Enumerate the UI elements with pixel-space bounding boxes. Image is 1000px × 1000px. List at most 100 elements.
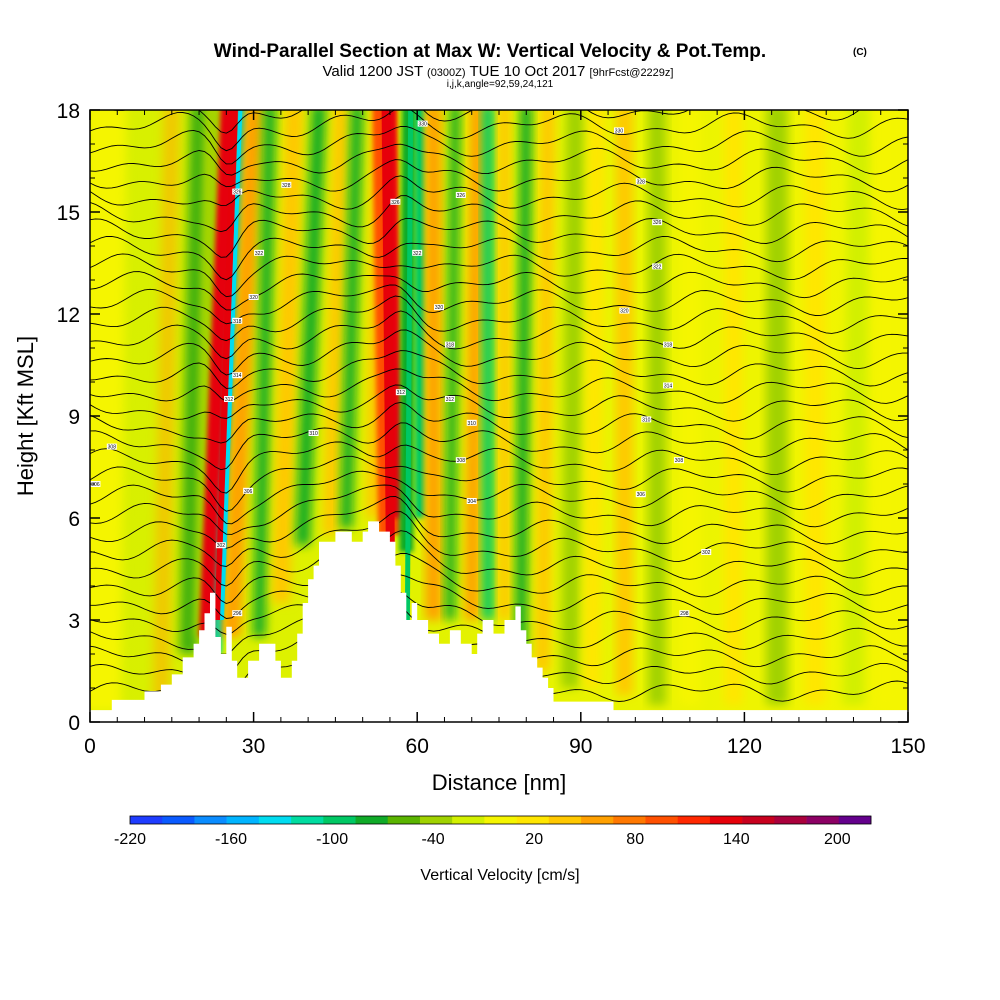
copyright-mark: (C) xyxy=(853,47,867,58)
colorbar-ticks: -220 -160 -100 -40 20 80 140 200 xyxy=(114,831,851,848)
isentrope-label: 330 xyxy=(417,120,428,128)
isentrope-line xyxy=(90,401,908,444)
velocity-band xyxy=(340,110,364,529)
isentrope-line xyxy=(90,530,908,587)
isentrope-label: 328 xyxy=(281,181,292,189)
velocity-band xyxy=(616,110,633,695)
isentrope-label: 318 xyxy=(232,317,243,325)
velocity-band xyxy=(560,110,585,688)
velocity-bands xyxy=(90,110,896,712)
isentrope-label: 326 xyxy=(455,192,466,199)
velocity-band xyxy=(805,110,826,705)
colorbar-swatch xyxy=(709,816,743,824)
velocity-core xyxy=(214,110,238,620)
colorbar-swatch xyxy=(291,816,324,824)
isentrope-line xyxy=(90,125,908,165)
svg-text:312: 312 xyxy=(446,397,455,403)
x-tick-label: 90 xyxy=(569,735,592,758)
svg-text:296: 296 xyxy=(233,611,242,617)
isentrope-label: 318 xyxy=(444,341,455,349)
isentrope-line xyxy=(90,470,908,525)
y-tick-label: 6 xyxy=(68,508,80,531)
isentrope-line xyxy=(90,329,908,376)
svg-text:308: 308 xyxy=(675,458,684,464)
isentrope-label: 320 xyxy=(248,294,259,301)
colorbar-swatch xyxy=(130,816,163,824)
svg-text:320: 320 xyxy=(620,309,629,315)
isentrope-line xyxy=(90,284,908,325)
velocity-band xyxy=(295,110,326,546)
isentrope-label: 298 xyxy=(679,610,690,617)
isentrope-line xyxy=(90,350,908,389)
colorbar-tick-label: 140 xyxy=(723,831,750,848)
isentrope-label: 308 xyxy=(106,443,117,451)
y-tick-label: 12 xyxy=(57,304,80,327)
isentrope-line xyxy=(90,235,908,281)
colorbar-frame xyxy=(129,815,872,825)
x-axis: 0 30 60 90 120 150 xyxy=(84,110,926,758)
colorbar-tick-label: -220 xyxy=(114,831,146,848)
svg-text:310: 310 xyxy=(468,421,477,427)
svg-text:322: 322 xyxy=(653,264,662,270)
velocity-band xyxy=(514,110,533,654)
isentrope-label: 312 xyxy=(224,396,235,403)
colorbar-swatch xyxy=(581,816,614,824)
isentrope-label: 306 xyxy=(90,481,101,488)
isentrope-label: 314 xyxy=(663,382,674,389)
svg-text:318: 318 xyxy=(664,343,673,349)
velocity-band xyxy=(464,110,485,620)
isentrope-line xyxy=(90,484,908,535)
svg-text:306: 306 xyxy=(91,482,100,488)
velocity-band xyxy=(482,110,495,620)
isentrope-line xyxy=(90,159,908,193)
isentrope-label: 304 xyxy=(466,498,477,505)
isentrope-label: 326 xyxy=(390,198,401,206)
colorbar-swatch xyxy=(355,816,389,824)
colorbar-swatch xyxy=(548,816,582,824)
grid-indices: i,j,k,angle=92,59,24,121 xyxy=(447,79,554,90)
y-axis-label: Height [Kft MSL] xyxy=(13,336,38,496)
velocity-core xyxy=(404,110,414,620)
isentrope-line xyxy=(90,441,908,494)
svg-text:306: 306 xyxy=(637,492,646,498)
colorbar-tick-label: -160 xyxy=(215,831,247,848)
svg-text:314: 314 xyxy=(664,383,673,389)
x-tick-label: 30 xyxy=(242,735,265,758)
plot-field: 306 308 296 302 306 312 314 318 320 322 326 328 310 3… xyxy=(90,110,908,722)
colorbar-swatch xyxy=(258,816,292,824)
colorbar-swatch xyxy=(613,816,646,824)
velocity-band xyxy=(322,110,348,535)
svg-text:302: 302 xyxy=(702,550,711,556)
svg-text:302: 302 xyxy=(217,543,226,549)
colorbar-swatch xyxy=(419,816,453,824)
x-axis-label: Distance [nm] xyxy=(432,770,567,795)
isentrope-line xyxy=(90,143,908,176)
colorbar-swatch xyxy=(516,816,550,824)
isentrope-label: 328 xyxy=(635,178,646,185)
colorbar-swatch xyxy=(806,816,840,824)
isentrope-label: 306 xyxy=(635,491,646,498)
svg-text:310: 310 xyxy=(642,417,651,423)
isentrope-label: 322 xyxy=(412,249,423,257)
colorbar-swatch xyxy=(484,816,517,824)
colorbar-tick-label: 20 xyxy=(525,831,543,848)
velocity-core xyxy=(381,110,396,620)
y-tick-label: 3 xyxy=(68,610,80,633)
colorbar-tick-label: -100 xyxy=(316,831,348,848)
svg-text:304: 304 xyxy=(468,499,477,505)
chart-title: Wind-Parallel Section at Max W: Vertical… xyxy=(214,41,766,62)
isentrope-label: 310 xyxy=(641,416,652,423)
isentrope-lines xyxy=(90,110,908,722)
colorbar-tick-label: 80 xyxy=(626,831,644,848)
valid-time-line: Valid 1200 JST (0300Z) TUE 10 Oct 2017 [… xyxy=(323,63,674,80)
svg-text:328: 328 xyxy=(282,183,291,189)
svg-text:314: 314 xyxy=(233,373,242,379)
colorbar-swatch xyxy=(226,816,260,824)
velocity-band xyxy=(877,110,896,705)
velocity-band xyxy=(414,110,425,518)
isentrope-label: 320 xyxy=(434,304,445,311)
x-tick-label: 60 xyxy=(406,735,429,758)
isentrope-line xyxy=(90,496,908,549)
isentrope-line xyxy=(90,253,908,298)
